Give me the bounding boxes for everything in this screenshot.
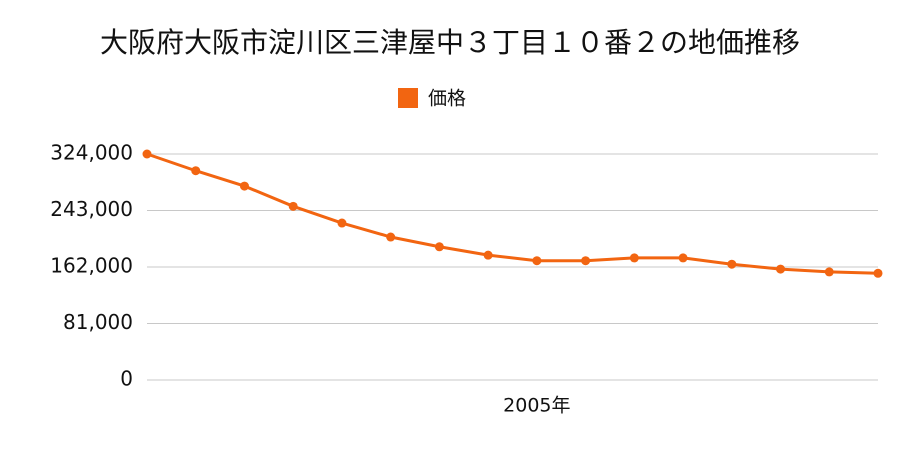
- chart-title: 大阪府大阪市淀川区三津屋中３丁目１０番２の地価推移: [100, 26, 800, 59]
- point: [337, 218, 347, 228]
- point: [191, 166, 201, 176]
- point: [873, 268, 883, 278]
- y-tick-label: 324,000: [50, 141, 133, 165]
- point: [483, 250, 493, 260]
- point: [239, 181, 249, 191]
- point: [434, 242, 444, 252]
- y-tick-label: 81,000: [63, 310, 133, 334]
- legend-label: 価格: [428, 88, 466, 110]
- point: [288, 201, 298, 211]
- x-tick-label: 2005年: [503, 395, 570, 417]
- y-tick-label: 162,000: [50, 254, 133, 278]
- point: [386, 232, 396, 242]
- point: [678, 253, 688, 263]
- point: [581, 256, 591, 266]
- point: [824, 267, 834, 277]
- point: [142, 149, 152, 159]
- line: [146, 152, 879, 275]
- point: [727, 259, 737, 269]
- point: [532, 256, 542, 266]
- legend-swatch: [398, 88, 418, 108]
- y-tick-label: 243,000: [50, 197, 133, 221]
- point: [776, 264, 786, 274]
- point: [629, 253, 639, 263]
- y-tick-label: 0: [120, 367, 133, 391]
